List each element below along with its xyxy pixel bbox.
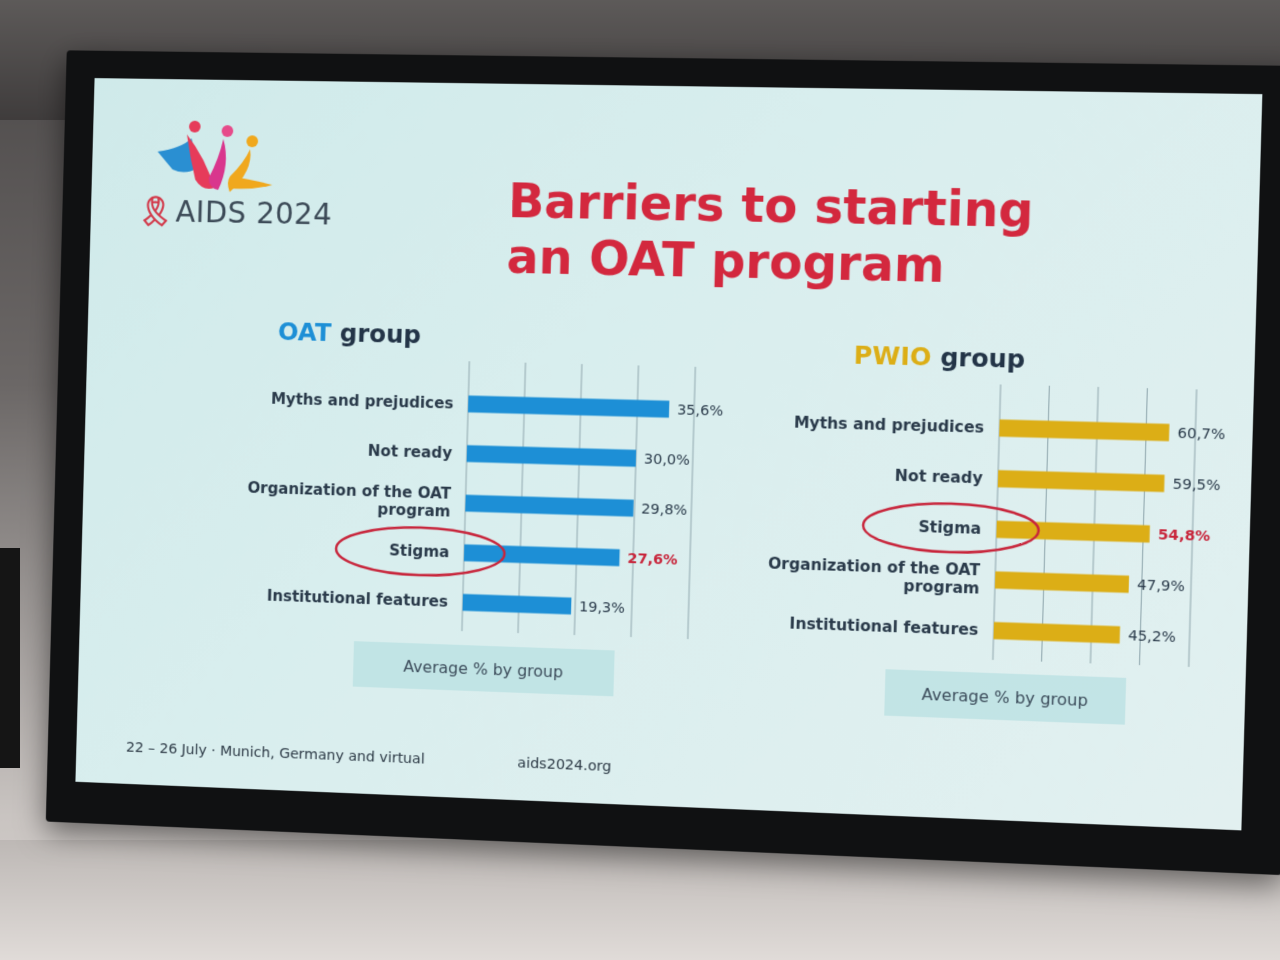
pwio-value-label: 47,9% (1137, 577, 1185, 595)
pwio-category-label: Myths and prejudices (794, 413, 985, 436)
pwio-category-label: Institutional features (789, 614, 978, 639)
oat-category-label: Stigma (389, 541, 450, 561)
oat-bar-chart: Myths and prejudices 35,6%Not ready 30,0%O… (137, 353, 652, 635)
oat-category-label: Not ready (368, 442, 453, 462)
pwio-value-label: 54,8% (1158, 527, 1211, 545)
pwio-value-label: 45,2% (1128, 628, 1176, 646)
pwio-bar (996, 521, 1150, 543)
pwio-category-label: Not ready (895, 466, 983, 487)
footer-date: 22 – 26 July · Munich, Germany and virtu… (126, 740, 425, 768)
pwio-value-label: 59,5% (1172, 476, 1220, 494)
oat-bar (464, 544, 620, 566)
pwio-bar (993, 622, 1120, 644)
pwio-title-rest: group (940, 343, 1026, 374)
pwio-bar (998, 470, 1165, 492)
oat-title-accent: OAT (278, 317, 332, 347)
speaker-stand (0, 548, 20, 768)
oat-bar (468, 396, 669, 418)
pwio-group-title: PWIO group (853, 341, 1025, 374)
oat-average-note: Average % by group (353, 641, 615, 696)
slide-title: Barriers to starting an OAT program (506, 173, 1073, 296)
pwio-bar (995, 571, 1129, 593)
oat-chart: OAT group Myths and prejudices 35,6% Not r… (136, 314, 654, 685)
slide: 🎗︎AIDS 2024 Barriers to starting an OAT … (75, 78, 1262, 830)
pwio-chart: PWIO group Myths and prejudices 60,7% Not … (643, 336, 1224, 717)
oat-category-label: Myths and prejudices (271, 390, 454, 413)
pwio-category-label: Organization of the OATprogram (767, 554, 981, 597)
footer-url: aids2024.org (517, 755, 611, 775)
logo-label: AIDS 2024 (175, 195, 332, 232)
oat-title-rest: group (339, 319, 421, 350)
oat-bar (462, 594, 571, 615)
ribbon-icon: 🎗︎ (136, 194, 174, 229)
pwio-title-accent: PWIO (853, 341, 931, 372)
oat-value-label: 19,3% (579, 599, 625, 617)
logo-text: 🎗︎AIDS 2024 (136, 194, 332, 232)
oat-category-label: Organization of the OATprogram (247, 479, 452, 521)
projection-screen: 🎗︎AIDS 2024 Barriers to starting an OAT … (46, 50, 1280, 875)
oat-category-label: Institutional features (267, 587, 449, 611)
pwio-bar (999, 419, 1169, 441)
oat-bar (467, 445, 637, 467)
pwio-value-label: 60,7% (1177, 425, 1225, 443)
oat-bar (465, 495, 633, 517)
oat-group-title: OAT group (278, 317, 422, 349)
pwio-category-label: Stigma (918, 518, 981, 538)
pwio-average-note: Average % by group (884, 669, 1126, 724)
pwio-bar-chart: Myths and prejudices 60,7% Not ready 59,5% S… (645, 376, 1223, 666)
